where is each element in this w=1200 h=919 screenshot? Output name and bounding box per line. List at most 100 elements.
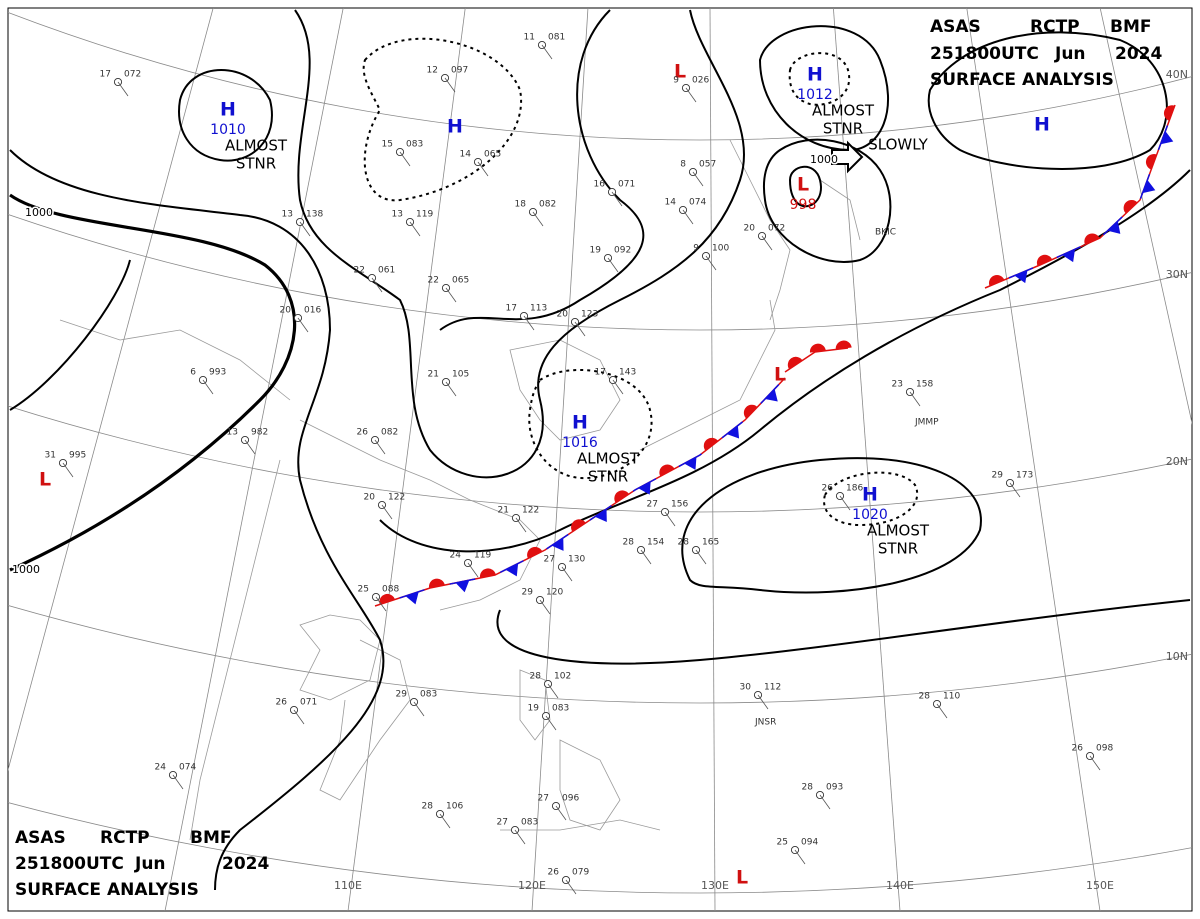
station-temp: 12 [427,66,438,76]
footer-text: RCTP [100,828,150,848]
station-pressure: 065 [452,276,469,286]
station-pressure: 083 [521,818,538,828]
station-pressure: 102 [554,672,571,682]
wind-barb [297,317,309,333]
station-pressure: 016 [304,306,321,316]
isobar-dashed [362,37,523,202]
system-note: ALMOST [577,450,640,468]
latitude-label: 40N [1166,68,1188,81]
station-temp: 8 [680,160,686,170]
station-temp: 26 [548,868,560,878]
system-pressure: 1010 [210,122,246,138]
isobar [927,31,1168,170]
meridian [164,8,344,911]
station-temp: 26 [276,698,288,708]
footer-text: ASAS [15,828,66,848]
station-pressure: 065 [484,150,501,160]
station-pressure: 081 [548,33,565,43]
wind-barb [445,381,457,397]
cold-front-symbol [551,537,564,551]
wind-barb [477,161,489,177]
station-temp: 19 [528,704,540,714]
station-pressure: 026 [692,76,709,86]
station-pressure: 120 [546,588,563,598]
header-text: RCTP [1030,17,1080,37]
station-pressure: 100 [712,244,729,254]
wind-barb [1089,755,1101,771]
warm-front-symbol [743,404,758,419]
warm-front-symbol [989,275,1005,287]
station-temp: 13 [227,428,238,438]
station-temp: 26 [357,428,369,438]
wind-barb [695,549,707,565]
wind-barb [555,805,567,821]
isobar [439,9,645,331]
meridian [531,8,589,911]
warm-front-symbol [379,593,395,605]
system-symbol: L [774,364,786,386]
wind-barb [445,287,457,303]
station-temp: 20 [280,306,292,316]
station-temp: 15 [382,140,393,150]
station-pressure: 110 [943,692,960,702]
station-pressure: 186 [846,484,863,494]
footer-text: SURFACE ANALYSIS [15,880,199,900]
longitude-label: 150E [1086,879,1114,892]
meridian [709,8,716,911]
system-symbol: H [447,116,463,138]
footer-text: 251800UTC [15,854,124,874]
warm-front-symbol [835,340,852,350]
warm-front-symbol [809,343,826,353]
station-temp: 20 [557,310,569,320]
wind-barb [293,709,305,725]
system-symbol: H [862,484,878,506]
station-temp: 14 [460,150,472,160]
system-pressure: 1016 [562,435,598,451]
station-pressure: 119 [474,551,491,561]
longitude-label: 110E [334,879,362,892]
warm-front-symbol [1123,199,1138,214]
warm-front-symbol [703,437,719,451]
station-temp: 20 [744,224,756,234]
longitude-label: 120E [518,879,546,892]
wind-barb [607,257,619,273]
station-pressure: 092 [614,246,631,256]
station-temp: 28 [678,538,690,548]
isobar-label: 1000 [12,563,40,576]
warm-front-symbol [1036,254,1053,267]
station-pressure: 098 [1096,744,1113,754]
wind-barb [381,504,393,520]
wind-barb [399,151,411,167]
isobar-label: 1000 [810,153,838,166]
wind-barb [375,596,387,612]
isobar-dashed [788,52,851,106]
system-symbol: H [220,99,236,121]
station-pressure: 079 [572,868,589,878]
station-temp: 18 [515,200,527,210]
system-pressure: 1012 [797,87,833,103]
station-temp: 27 [538,794,549,804]
station-temp: 17 [506,304,517,314]
station-temp: 29 [522,588,534,598]
station-temp: 29 [992,471,1004,481]
wind-barb [685,87,697,103]
wind-barb [541,44,553,60]
station-temp: 25 [358,585,369,595]
longitude-label: 140E [886,879,914,892]
latitude-label: 20N [1166,455,1188,468]
system-note: STNR [236,155,276,173]
station-temp: 30 [740,683,752,693]
warm-front-symbol [479,568,496,578]
wind-barb [515,517,527,533]
wind-barb [539,599,551,615]
cold-front-symbol [505,563,519,577]
station-pressure: 074 [689,198,706,208]
station-temp: 28 [919,692,931,702]
coastline [299,614,411,801]
station-pressure: 106 [446,802,463,812]
isobar [758,25,889,152]
station-temp: 22 [428,276,439,286]
cold-front-symbol [1014,270,1028,284]
station-temp: 24 [155,763,167,773]
